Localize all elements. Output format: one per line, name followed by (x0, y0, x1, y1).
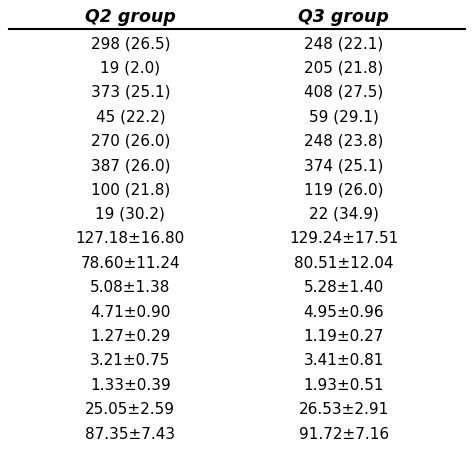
Text: 270 (26.0): 270 (26.0) (91, 134, 170, 149)
Text: 80.51±12.04: 80.51±12.04 (294, 256, 393, 271)
Text: 129.24±17.51: 129.24±17.51 (289, 231, 398, 246)
Text: 91.72±7.16: 91.72±7.16 (299, 427, 389, 442)
Text: 3.21±0.75: 3.21±0.75 (90, 354, 171, 368)
Text: 3.41±0.81: 3.41±0.81 (303, 354, 384, 368)
Text: 248 (23.8): 248 (23.8) (304, 134, 383, 149)
Text: 100 (21.8): 100 (21.8) (91, 182, 170, 198)
Text: 408 (27.5): 408 (27.5) (304, 85, 383, 100)
Text: 1.27±0.29: 1.27±0.29 (90, 329, 171, 344)
Text: 78.60±11.24: 78.60±11.24 (81, 256, 180, 271)
Text: 119 (26.0): 119 (26.0) (304, 182, 383, 198)
Text: 45 (22.2): 45 (22.2) (96, 109, 165, 124)
Text: 22 (34.9): 22 (34.9) (309, 207, 379, 222)
Text: 19 (30.2): 19 (30.2) (95, 207, 165, 222)
Text: 373 (25.1): 373 (25.1) (91, 85, 170, 100)
Text: 4.71±0.90: 4.71±0.90 (90, 305, 171, 319)
Text: 248 (22.1): 248 (22.1) (304, 36, 383, 51)
Text: Q3 group: Q3 group (298, 8, 389, 26)
Text: 1.33±0.39: 1.33±0.39 (90, 378, 171, 393)
Text: Q2 group: Q2 group (85, 8, 176, 26)
Text: 25.05±2.59: 25.05±2.59 (85, 402, 175, 417)
Text: 298 (26.5): 298 (26.5) (91, 36, 170, 51)
Text: 5.28±1.40: 5.28±1.40 (303, 280, 384, 295)
Text: 87.35±7.43: 87.35±7.43 (85, 427, 175, 442)
Text: 205 (21.8): 205 (21.8) (304, 61, 383, 75)
Text: 1.19±0.27: 1.19±0.27 (303, 329, 384, 344)
Text: 5.08±1.38: 5.08±1.38 (90, 280, 171, 295)
Text: 26.53±2.91: 26.53±2.91 (299, 402, 389, 417)
Text: 374 (25.1): 374 (25.1) (304, 158, 383, 173)
Text: 387 (26.0): 387 (26.0) (91, 158, 170, 173)
Text: 19 (2.0): 19 (2.0) (100, 61, 160, 75)
Text: 59 (29.1): 59 (29.1) (309, 109, 379, 124)
Text: 1.93±0.51: 1.93±0.51 (303, 378, 384, 393)
Text: 127.18±16.80: 127.18±16.80 (76, 231, 185, 246)
Text: 4.95±0.96: 4.95±0.96 (303, 305, 384, 319)
